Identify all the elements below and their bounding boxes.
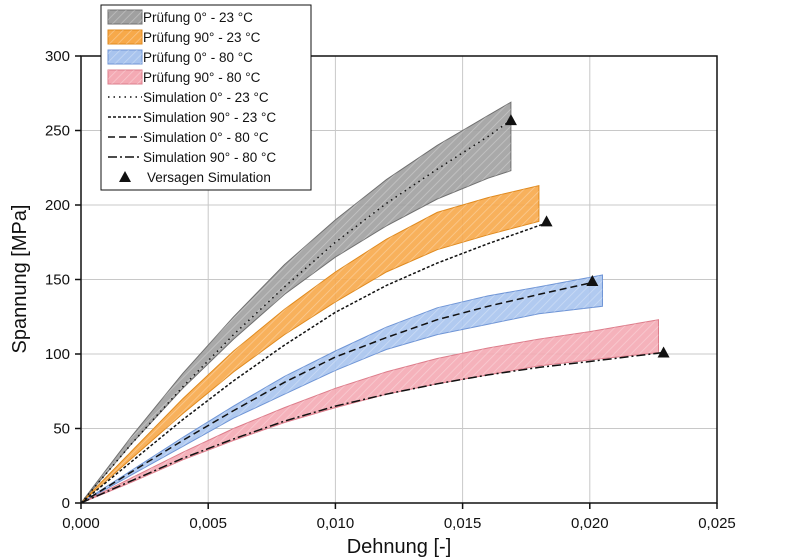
- failure-markers: [504, 114, 670, 358]
- y-tick-label: 150: [45, 272, 70, 289]
- simulation-line-0: [81, 119, 512, 503]
- x-tick-label: 0,000: [62, 515, 100, 532]
- legend-marker: [119, 171, 131, 182]
- x-tick-label: 0,015: [444, 515, 482, 532]
- simulation-lines: [81, 119, 664, 503]
- test-band-hatch-3: [81, 319, 659, 503]
- legend-swatch-hatch-3: [108, 70, 142, 84]
- legend-label: Versagen Simulation: [147, 170, 271, 185]
- legend-label: Simulation 90° - 23 °C: [143, 110, 276, 125]
- y-axis-title: Spannung [MPa]: [9, 205, 31, 354]
- failure-marker-1: [540, 215, 553, 227]
- legend-label: Prüfung 90° - 80 °C: [143, 70, 261, 85]
- legend-label: Simulation 0° - 80 °C: [143, 130, 269, 145]
- x-axis: 0,000 0,005 0,010 0,015 0,020 0,025: [62, 503, 736, 532]
- y-tick-label: 250: [45, 123, 70, 140]
- y-tick-label: 300: [45, 48, 70, 65]
- legend-swatch-hatch-0: [108, 10, 142, 24]
- legend-label: Prüfung 90° - 23 °C: [143, 30, 261, 45]
- failure-marker-0: [504, 114, 517, 126]
- x-tick-label: 0,005: [189, 515, 227, 532]
- y-tick-label: 100: [45, 346, 70, 363]
- y-tick-label: 0: [62, 495, 70, 512]
- failure-marker-3: [657, 346, 670, 358]
- test-band-hatch-2: [81, 275, 603, 503]
- y-axis: 0 50 100 150 200 250 300: [45, 48, 81, 512]
- legend: Prüfung 0° - 23 °C Prüfung 90° - 23 °C Prü…: [100, 4, 312, 191]
- simulation-line-3: [81, 351, 664, 503]
- simulation-line-2: [81, 281, 593, 503]
- legend-swatch-hatch-1: [108, 30, 142, 44]
- x-tick-label: 0,025: [698, 515, 736, 532]
- failure-marker-2: [586, 274, 599, 286]
- legend-label: Prüfung 0° - 23 °C: [143, 10, 253, 25]
- legend-label: Simulation 90° - 80 °C: [143, 150, 276, 165]
- legend-swatch-hatch-2: [108, 50, 142, 64]
- y-tick-label: 200: [45, 197, 70, 214]
- y-tick-label: 50: [53, 421, 70, 438]
- legend-label: Simulation 0° - 23 °C: [143, 90, 269, 105]
- legend-label: Prüfung 0° - 80 °C: [143, 50, 253, 65]
- simulation-line-1: [81, 222, 547, 503]
- test-band-hatch-0: [81, 102, 511, 503]
- test-band-hatch-1: [81, 185, 539, 503]
- x-axis-title: Dehnung [-]: [347, 536, 452, 558]
- x-tick-label: 0,010: [317, 515, 355, 532]
- test-bands: [81, 101, 659, 503]
- x-tick-label: 0,020: [571, 515, 609, 532]
